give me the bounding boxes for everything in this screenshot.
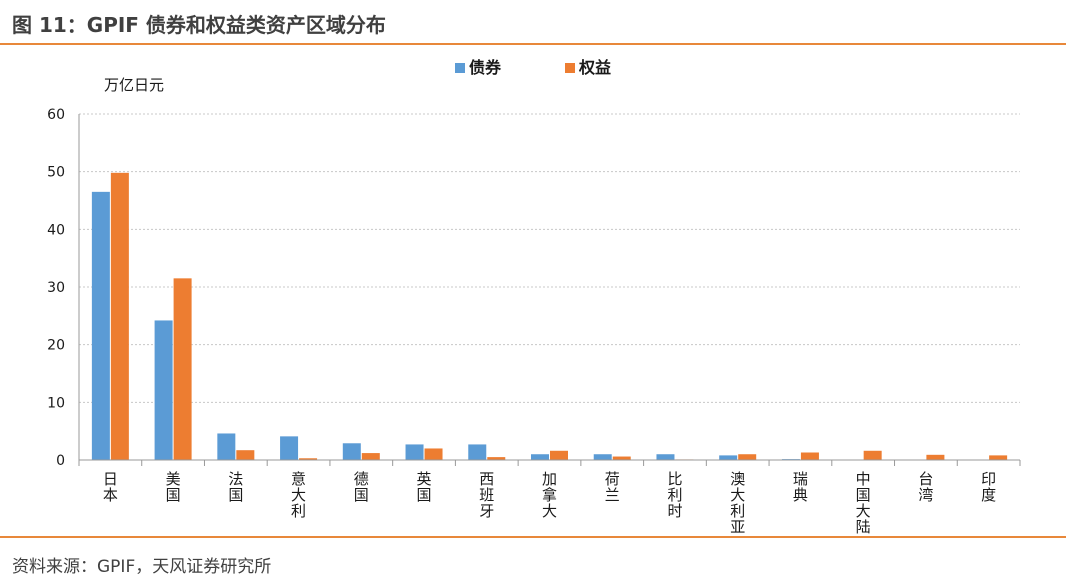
legend-label-bond: 债券 — [469, 58, 502, 77]
x-category-label-13: 台湾 — [918, 470, 933, 504]
bottom-divider — [0, 536, 1066, 538]
x-category-label-12: 中国大陆 — [856, 470, 871, 534]
x-category-label-1: 美国 — [166, 470, 181, 504]
bar-bond-8 — [593, 454, 612, 460]
y-axis-unit-label: 万亿日元 — [104, 76, 164, 94]
x-category-label-11: 瑞典 — [793, 470, 808, 504]
bar-equity-10 — [738, 454, 757, 460]
axes — [78, 114, 1021, 466]
bar-bond-10 — [719, 455, 738, 460]
bars — [91, 172, 1008, 460]
bar-equity-6 — [487, 457, 506, 460]
bar-equity-7 — [550, 450, 568, 460]
x-category-label-4: 德国 — [354, 470, 369, 504]
y-tick-label: 0 — [56, 453, 65, 469]
x-category-label-5: 英国 — [417, 470, 432, 504]
y-tick-label: 40 — [47, 222, 65, 238]
bar-equity-2 — [236, 450, 255, 460]
bar-equity-8 — [612, 456, 631, 460]
x-axis-labels: 日本 美国 法国 意大利 德国 英国 西班牙 加拿大 荷兰 比利时 澳大利亚 瑞典 中国大陆 台湾 印度 — [103, 470, 996, 534]
bar-bond-4 — [342, 443, 361, 460]
y-tick-label: 10 — [47, 395, 65, 411]
bar-bond-6 — [468, 444, 487, 460]
y-tick-label: 60 — [47, 107, 65, 123]
y-tick-label: 20 — [47, 338, 65, 354]
bar-bond-1 — [154, 320, 173, 460]
y-tick-label: 50 — [47, 165, 65, 181]
bar-equity-1 — [173, 278, 192, 460]
bar-equity-12 — [863, 450, 882, 460]
x-category-label-6: 西班牙 — [479, 470, 494, 520]
x-category-label-9: 比利时 — [667, 470, 682, 520]
x-category-label-0: 日本 — [103, 470, 118, 504]
x-category-label-7: 加拿大 — [542, 470, 557, 520]
bar-bond-0 — [91, 191, 110, 460]
bar-equity-3 — [299, 458, 318, 460]
legend-swatch-bond — [455, 63, 465, 73]
source-note: 资料来源：GPIF，天风证券研究所 — [12, 557, 272, 577]
bar-bond-9 — [656, 454, 675, 460]
figure-title: 图 11：GPIF 债券和权益类资产区域分布 — [12, 13, 386, 37]
bar-bond-2 — [217, 433, 236, 460]
bar-equity-0 — [110, 172, 129, 460]
bar-equity-13 — [926, 454, 945, 460]
x-category-label-10: 澳大利亚 — [730, 470, 745, 534]
x-category-label-3: 意大利 — [291, 470, 306, 520]
bar-equity-11 — [800, 452, 819, 460]
y-axis-ticks: 0 10 20 30 40 50 60 — [47, 107, 65, 469]
bar-bond-5 — [405, 444, 424, 460]
bar-equity-14 — [989, 455, 1008, 460]
legend-label-equity: 权益 — [578, 58, 611, 77]
gridlines — [79, 113, 1020, 403]
x-category-label-14: 印度 — [981, 470, 996, 504]
y-tick-label: 30 — [47, 280, 65, 296]
bar-chart: 债券 权益 万亿日元 0 10 20 30 40 50 60 日本 美国 法国 意大利 德国 英国 西班牙… — [47, 58, 1021, 534]
top-divider — [0, 43, 1066, 45]
x-category-label-8: 荷兰 — [605, 470, 620, 504]
x-category-label-2: 法国 — [228, 470, 243, 504]
bar-equity-4 — [361, 453, 380, 460]
bar-equity-5 — [424, 448, 443, 460]
bar-bond-3 — [280, 436, 299, 460]
legend: 债券 权益 — [455, 58, 611, 77]
legend-swatch-equity — [565, 63, 575, 73]
bar-bond-7 — [531, 454, 549, 460]
